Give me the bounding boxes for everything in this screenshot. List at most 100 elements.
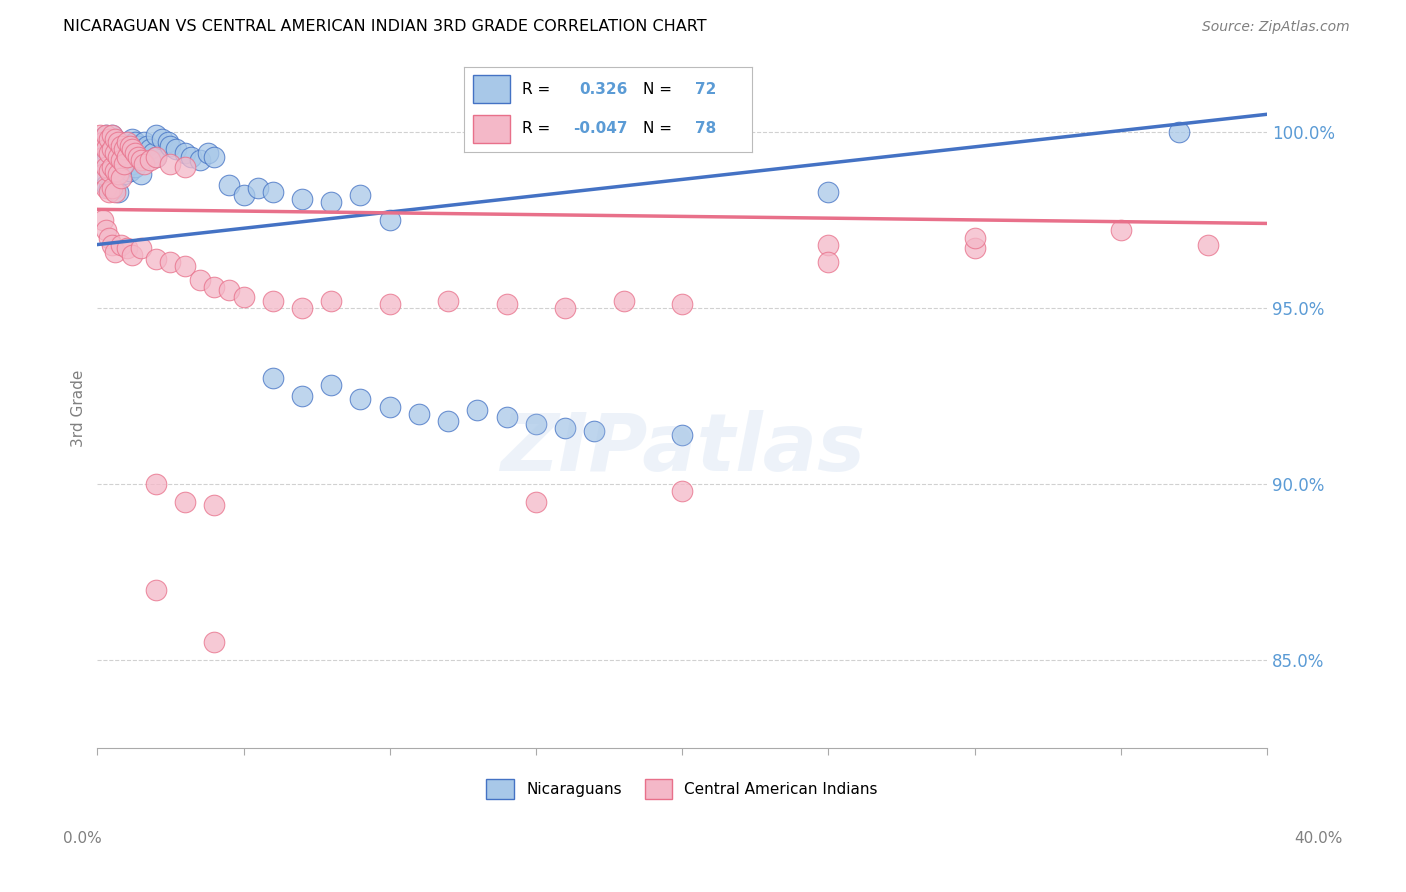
- Point: [291, 389, 314, 403]
- Point: [129, 241, 152, 255]
- Point: [291, 192, 314, 206]
- Point: [963, 230, 986, 244]
- Point: [218, 178, 240, 192]
- Point: [98, 181, 121, 195]
- Y-axis label: 3rd Grade: 3rd Grade: [72, 369, 86, 447]
- Point: [94, 160, 117, 174]
- Point: [98, 185, 121, 199]
- Point: [127, 139, 149, 153]
- Point: [437, 414, 460, 428]
- Point: [104, 185, 127, 199]
- Point: [129, 167, 152, 181]
- Point: [107, 185, 129, 199]
- Point: [202, 280, 225, 294]
- Point: [104, 132, 127, 146]
- Point: [101, 128, 124, 143]
- Point: [817, 255, 839, 269]
- Point: [101, 174, 124, 188]
- Point: [134, 136, 156, 150]
- Point: [218, 283, 240, 297]
- Point: [127, 149, 149, 163]
- Point: [671, 427, 693, 442]
- Point: [188, 273, 211, 287]
- Point: [89, 128, 111, 143]
- Point: [124, 160, 146, 174]
- Text: NICARAGUAN VS CENTRAL AMERICAN INDIAN 3RD GRADE CORRELATION CHART: NICARAGUAN VS CENTRAL AMERICAN INDIAN 3R…: [63, 20, 707, 34]
- Point: [94, 128, 117, 143]
- Point: [174, 259, 197, 273]
- Point: [101, 143, 124, 157]
- Point: [671, 297, 693, 311]
- Point: [174, 494, 197, 508]
- Point: [262, 185, 284, 199]
- Point: [524, 494, 547, 508]
- Text: 72: 72: [695, 82, 716, 97]
- Point: [110, 163, 132, 178]
- Point: [112, 167, 135, 181]
- Point: [104, 156, 127, 170]
- Point: [495, 410, 517, 425]
- Point: [104, 146, 127, 161]
- Legend: Nicaraguans, Central American Indians: Nicaraguans, Central American Indians: [481, 773, 884, 805]
- Point: [129, 153, 152, 167]
- Point: [94, 128, 117, 143]
- Point: [115, 136, 138, 150]
- Point: [349, 188, 371, 202]
- Point: [98, 163, 121, 178]
- Point: [115, 136, 138, 150]
- Point: [174, 160, 197, 174]
- Point: [817, 185, 839, 199]
- Point: [94, 181, 117, 195]
- Point: [202, 635, 225, 649]
- Text: -0.047: -0.047: [574, 121, 628, 136]
- Point: [524, 417, 547, 431]
- Text: 40.0%: 40.0%: [1295, 831, 1343, 846]
- Point: [145, 128, 167, 143]
- Point: [1168, 125, 1191, 139]
- Point: [437, 293, 460, 308]
- Point: [110, 153, 132, 167]
- Point: [91, 136, 114, 150]
- FancyBboxPatch shape: [472, 115, 510, 143]
- Point: [94, 143, 117, 157]
- Point: [101, 237, 124, 252]
- Point: [98, 230, 121, 244]
- Point: [107, 136, 129, 150]
- Point: [118, 139, 141, 153]
- Point: [104, 132, 127, 146]
- Point: [110, 139, 132, 153]
- Point: [124, 146, 146, 161]
- Point: [101, 160, 124, 174]
- Point: [136, 139, 159, 153]
- Text: 78: 78: [695, 121, 716, 136]
- Point: [321, 293, 343, 308]
- Point: [262, 371, 284, 385]
- Point: [110, 237, 132, 252]
- Point: [112, 143, 135, 157]
- Point: [104, 163, 127, 178]
- Point: [1109, 223, 1132, 237]
- Point: [247, 181, 270, 195]
- Point: [202, 498, 225, 512]
- Point: [110, 170, 132, 185]
- Point: [91, 167, 114, 181]
- Point: [121, 132, 143, 146]
- Point: [145, 252, 167, 266]
- Point: [197, 146, 219, 161]
- Point: [291, 301, 314, 315]
- Point: [174, 146, 197, 161]
- Point: [262, 293, 284, 308]
- Text: R =: R =: [522, 82, 550, 97]
- Point: [91, 167, 114, 181]
- Point: [159, 139, 181, 153]
- Point: [121, 143, 143, 157]
- Point: [112, 156, 135, 170]
- Point: [613, 293, 636, 308]
- Point: [142, 146, 165, 161]
- Point: [408, 407, 430, 421]
- Point: [107, 149, 129, 163]
- Point: [378, 400, 401, 414]
- Point: [101, 181, 124, 195]
- Point: [107, 160, 129, 174]
- Point: [159, 156, 181, 170]
